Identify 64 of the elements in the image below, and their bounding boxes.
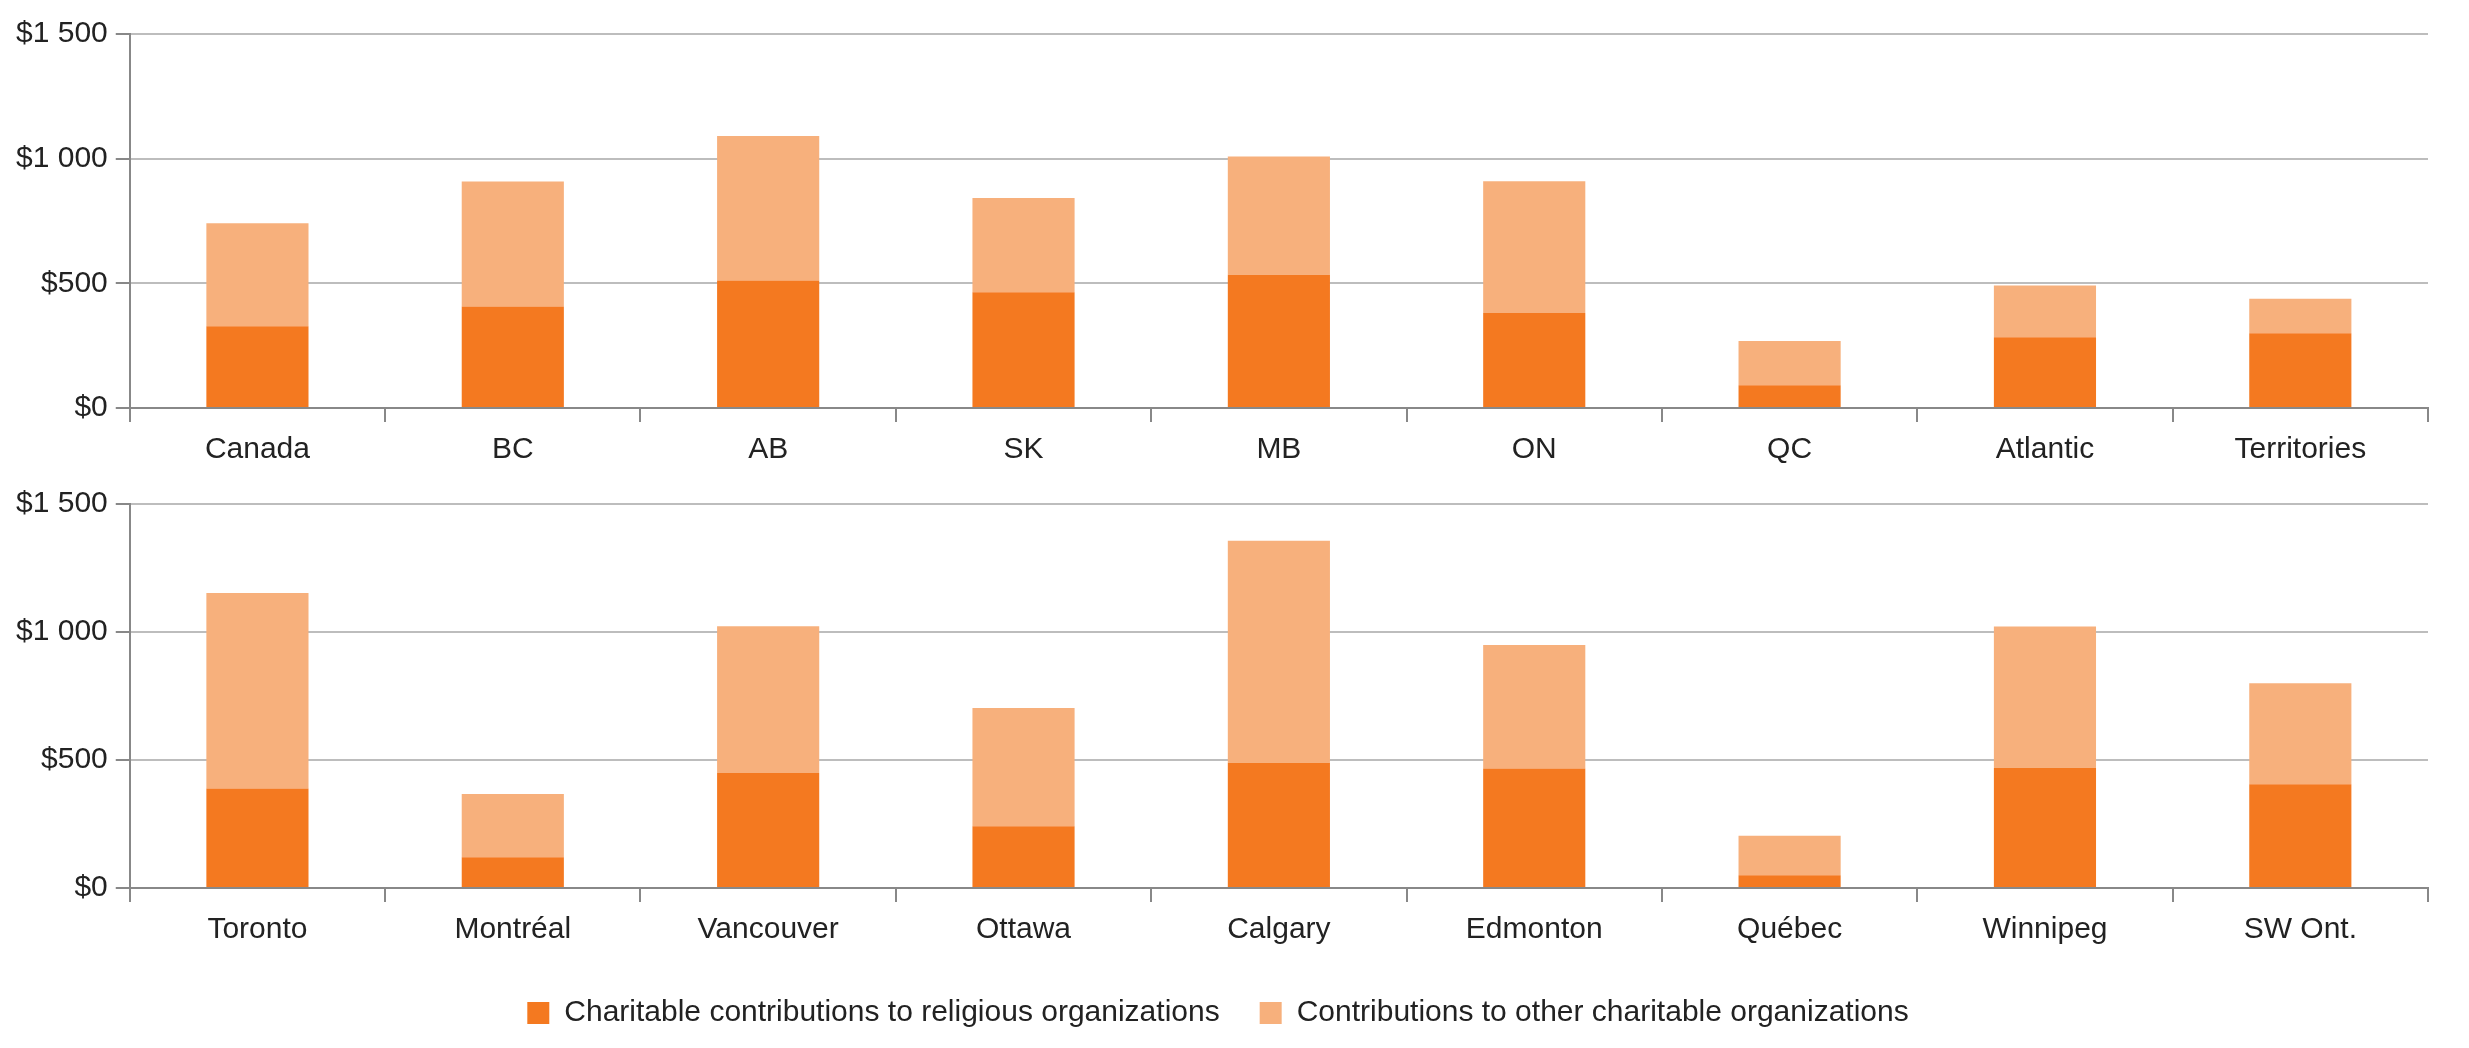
y-tick-label: $1 000 <box>15 139 108 173</box>
x-tick-label: MB <box>1256 431 1302 465</box>
bar <box>206 593 309 789</box>
bar <box>461 181 564 307</box>
x-tick-label: Calgary <box>1227 911 1331 945</box>
bar <box>1993 337 2097 407</box>
x-tick-label: Winnipeg <box>1982 911 2108 945</box>
bar <box>206 326 309 407</box>
x-tick-label: Edmonton <box>1465 911 1603 945</box>
bar <box>1227 540 1330 763</box>
y-tick-label: $0 <box>74 389 108 423</box>
bar <box>206 223 309 327</box>
y-tick-label: $500 <box>41 741 108 775</box>
x-tick-label: Ottawa <box>976 911 1072 945</box>
x-tick-label: SK <box>1003 431 1044 465</box>
bar <box>1483 181 1586 313</box>
bar <box>717 135 820 281</box>
bar <box>1483 313 1586 407</box>
bar <box>972 708 1075 827</box>
bar <box>206 788 309 887</box>
bar <box>1483 768 1586 887</box>
bar <box>972 826 1075 887</box>
bar <box>2249 784 2352 887</box>
bar <box>1993 767 2097 887</box>
x-tick-label: Toronto <box>207 911 308 945</box>
x-tick-label: Atlantic <box>1995 431 2095 465</box>
bar <box>461 794 564 858</box>
x-tick-label: BC <box>491 431 534 465</box>
x-tick-label: Territories <box>2234 431 2367 465</box>
bar <box>1738 875 1841 887</box>
bar <box>1738 835 1841 876</box>
y-tick-label: $1 000 <box>15 613 108 647</box>
bar <box>1993 285 2097 338</box>
legend-label: Charitable contributions to religious organizations <box>564 994 1220 1028</box>
x-tick-label: ON <box>1511 431 1557 465</box>
x-tick-label: AB <box>748 431 789 465</box>
bar <box>1738 340 1841 386</box>
bar <box>1227 762 1330 887</box>
bar <box>461 306 564 407</box>
bar <box>972 198 1075 293</box>
bar <box>2249 333 2352 407</box>
bar <box>1483 645 1586 769</box>
bar <box>1227 274 1330 407</box>
bar <box>717 626 820 774</box>
bar <box>2249 298 2352 334</box>
legend-label: Contributions to other charitable organizations <box>1296 994 1909 1028</box>
y-tick-label: $1 500 <box>15 485 108 519</box>
y-tick-label: $1 500 <box>15 15 108 49</box>
bar <box>972 292 1075 407</box>
bar <box>717 773 820 887</box>
bar <box>2249 683 2352 785</box>
x-tick-label: SW Ont. <box>2243 911 2357 945</box>
bar <box>1227 156 1330 275</box>
x-tick-label: Montréal <box>454 911 572 945</box>
x-tick-label: QC <box>1767 431 1813 465</box>
y-tick-label: $500 <box>41 264 108 298</box>
bar <box>1738 385 1841 407</box>
x-tick-label: Canada <box>204 431 311 465</box>
y-tick-label: $0 <box>74 869 108 903</box>
bar <box>717 280 820 407</box>
bar <box>1993 626 2097 768</box>
x-tick-label: Vancouver <box>697 911 839 945</box>
bar <box>461 857 564 887</box>
x-tick-label: Québec <box>1737 911 1843 945</box>
